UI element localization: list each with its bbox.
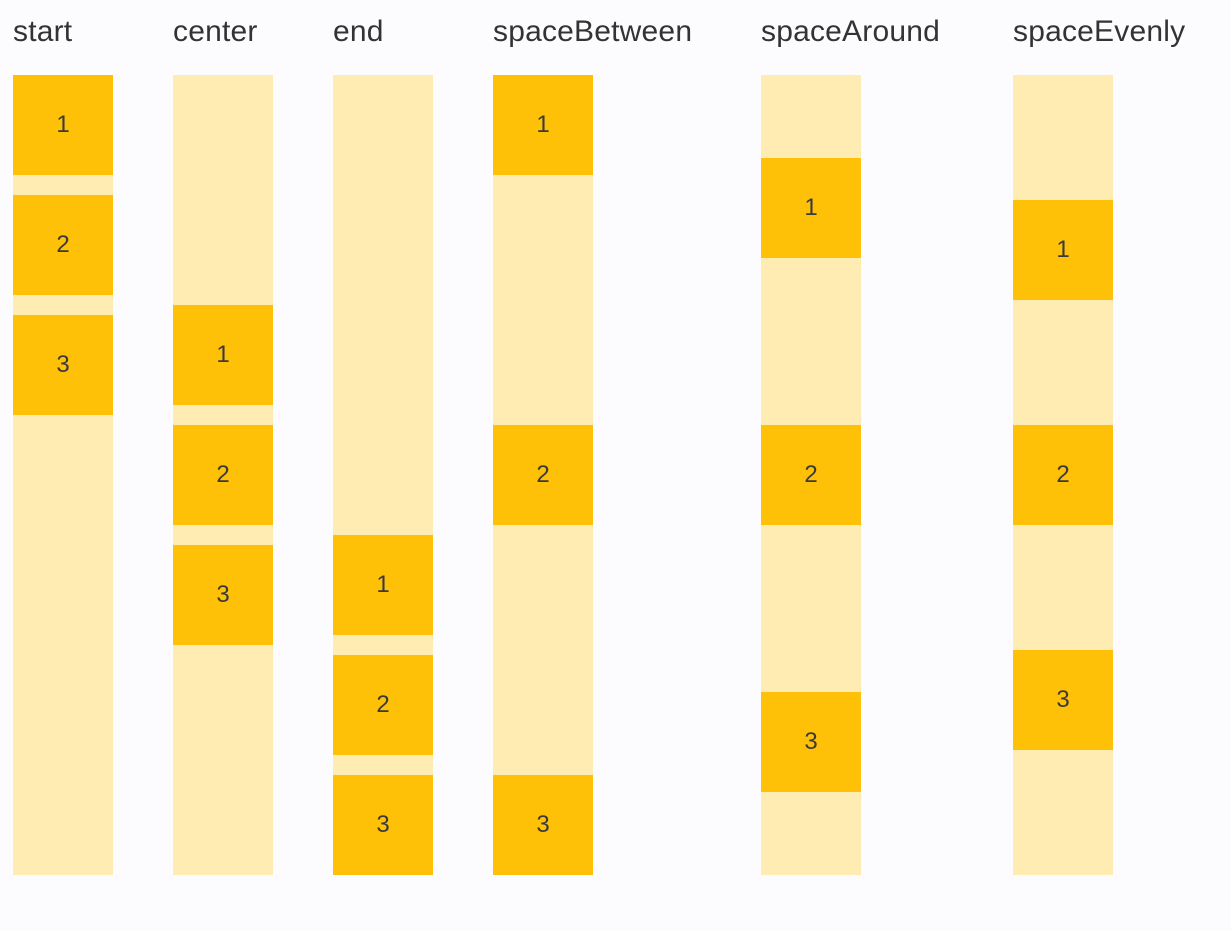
column-label-start: start: [13, 15, 73, 48]
flex-item: 3: [173, 545, 273, 645]
section-end: end 1 2 3: [333, 0, 433, 875]
flex-item: 3: [13, 315, 113, 415]
section-start: start 1 2 3: [13, 0, 113, 875]
flex-item: 2: [333, 655, 433, 755]
flex-item: 3: [493, 775, 593, 875]
flex-item: 1: [13, 75, 113, 175]
flex-track-space-around: 1 2 3: [761, 75, 861, 875]
section-space-between: spaceBetween 1 2 3: [493, 0, 701, 875]
flex-item: 2: [173, 425, 273, 525]
column-label-end: end: [333, 15, 384, 48]
flex-item: 1: [333, 535, 433, 635]
flex-item: 3: [1013, 650, 1113, 750]
column-label-space-between: spaceBetween: [493, 15, 693, 48]
column-label-space-around: spaceAround: [761, 15, 940, 48]
flex-item: 1: [173, 305, 273, 405]
flex-item: 1: [761, 158, 861, 259]
column-label-center: center: [173, 15, 258, 48]
section-center: center 1 2 3: [173, 0, 273, 875]
flex-track-center: 1 2 3: [173, 75, 273, 875]
section-space-around: spaceAround 1 2 3: [761, 0, 953, 875]
flex-item: 2: [1013, 425, 1113, 525]
flex-item: 2: [761, 424, 861, 525]
justify-content-demo: start 1 2 3 center 1 2 3 end 1 2 3 space…: [13, 0, 1185, 875]
flex-item: 1: [1013, 200, 1113, 300]
section-space-evenly: spaceEvenly 1 2 3: [1013, 0, 1185, 875]
flex-item: 3: [333, 775, 433, 875]
column-label-space-evenly: spaceEvenly: [1013, 15, 1186, 48]
flex-item: 3: [761, 691, 861, 792]
flex-item: 2: [13, 195, 113, 295]
flex-track-end: 1 2 3: [333, 75, 433, 875]
flex-track-space-between: 1 2 3: [493, 75, 593, 875]
flex-track-space-evenly: 1 2 3: [1013, 75, 1113, 875]
flex-item: 1: [493, 75, 593, 175]
flex-item: 2: [493, 425, 593, 525]
flex-track-start: 1 2 3: [13, 75, 113, 875]
